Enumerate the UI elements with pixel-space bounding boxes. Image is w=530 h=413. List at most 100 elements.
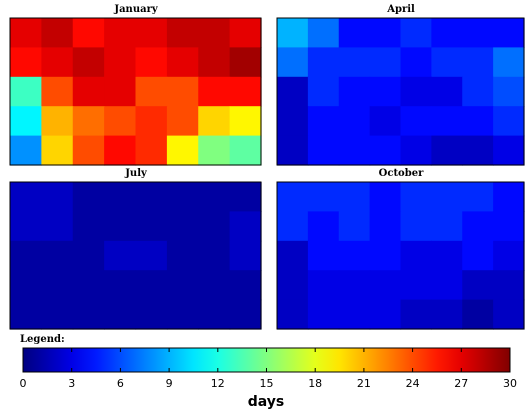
heatmap-cell [135,135,168,166]
heatmap-cell [462,211,494,242]
heatmap-cell [493,182,525,212]
heatmap-cell [135,240,168,271]
heatmap-cell [229,18,262,48]
panel-title: April [386,4,415,15]
heatmap-cell [400,299,432,330]
heatmap-cell [338,135,371,166]
heatmap-cell [104,211,137,242]
heatmap-cell [41,18,74,48]
heatmap-cell [462,76,494,107]
colorbar-tick-label: 9 [166,377,173,390]
colorbar-tick-label: 3 [68,377,75,390]
heatmap-cell [431,47,463,78]
heatmap-cell [198,47,231,78]
heatmap-cell [10,18,42,48]
heatmap-cell [277,270,309,301]
heatmap-cell [229,211,262,242]
heatmap-cell [10,270,42,301]
heatmap-cell [338,211,371,242]
heatmap-cell [462,18,494,48]
heatmap-cell [229,106,262,137]
heatmap-cell [198,270,231,301]
heatmap-cell [338,240,371,271]
heatmap-cell [198,18,231,48]
panel-title: January [113,4,159,15]
heatmap-cell [72,106,105,137]
panel-frame [276,17,525,166]
colorbar-tick-label: 30 [503,377,517,390]
heatmap-cell [198,182,231,212]
heatmap-cell [41,76,74,107]
heatmap-cell [338,106,371,137]
heatmap-cell [166,211,199,242]
heatmap-cell [369,270,402,301]
legend-title: Legend: [20,334,65,345]
heatmap-cell [338,182,371,212]
heatmap-cell [72,240,105,271]
colorbar-tick-label: 27 [454,377,468,390]
heatmap-cell [462,47,494,78]
heatmap-cell [493,240,525,271]
panel-title: July [124,168,148,179]
heatmap-cell [166,106,199,137]
heatmap-cell [72,211,105,242]
heatmap-cell [72,47,105,78]
heatmap-cell [10,47,42,78]
heatmap-cell [10,182,42,212]
heatmap-cell [104,182,137,212]
colorbar-tick-label: 15 [260,377,274,390]
panel-january: January [9,4,262,166]
heatmap-cell [135,47,168,78]
heatmap-cell [41,211,74,242]
heatmap-cell [166,47,199,78]
heatmap-cell [10,106,42,137]
heatmap-cell [369,47,402,78]
heatmap-cell [431,211,463,242]
heatmap-cell [400,240,432,271]
colorbar-tick-label: 12 [211,377,225,390]
heatmap-cell [369,18,402,48]
heatmap-cell [369,106,402,137]
heatmap-cell [462,299,494,330]
heatmap-cell [400,47,432,78]
heatmap-cell [104,299,137,330]
heatmap-cell [72,182,105,212]
heatmap-cell [369,135,402,166]
heatmap-cell [493,135,525,166]
heatmap-cell [104,135,137,166]
heatmap-cell [431,182,463,212]
legend-axis-label: days [248,394,285,410]
heatmap-cell [198,135,231,166]
heatmap-cell [135,106,168,137]
heatmap-cell [338,76,371,107]
heatmap-cell [72,18,105,48]
heatmap-cell [41,299,74,330]
heatmap-panels: January April July October [9,4,525,330]
heatmap-cell [431,270,463,301]
heatmap-cell [41,182,74,212]
heatmap-cell [229,270,262,301]
heatmap-cell [104,270,137,301]
colorbar-tick-label: 21 [357,377,371,390]
heatmap-cell [135,270,168,301]
heatmap-cell [277,76,309,107]
heatmap-cell [166,76,199,107]
heatmap-cell [431,18,463,48]
heatmap-cell [400,106,432,137]
heatmap-cell [104,106,137,137]
heatmap-cell [166,182,199,212]
heatmap-cell [41,47,74,78]
heatmap-cell [307,18,340,48]
heatmap-cell [462,240,494,271]
heatmap-cell [493,211,525,242]
heatmap-cell [369,211,402,242]
heatmap-cell [198,299,231,330]
heatmap-cell [198,211,231,242]
colorbar-tick-label: 18 [308,377,322,390]
heatmap-cell [10,135,42,166]
heatmap-cell [229,182,262,212]
heatmap-cell [72,76,105,107]
heatmap-cell [431,106,463,137]
heatmap-cell [41,135,74,166]
